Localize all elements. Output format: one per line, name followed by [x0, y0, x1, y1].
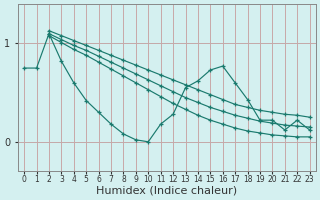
X-axis label: Humidex (Indice chaleur): Humidex (Indice chaleur)	[96, 186, 237, 196]
